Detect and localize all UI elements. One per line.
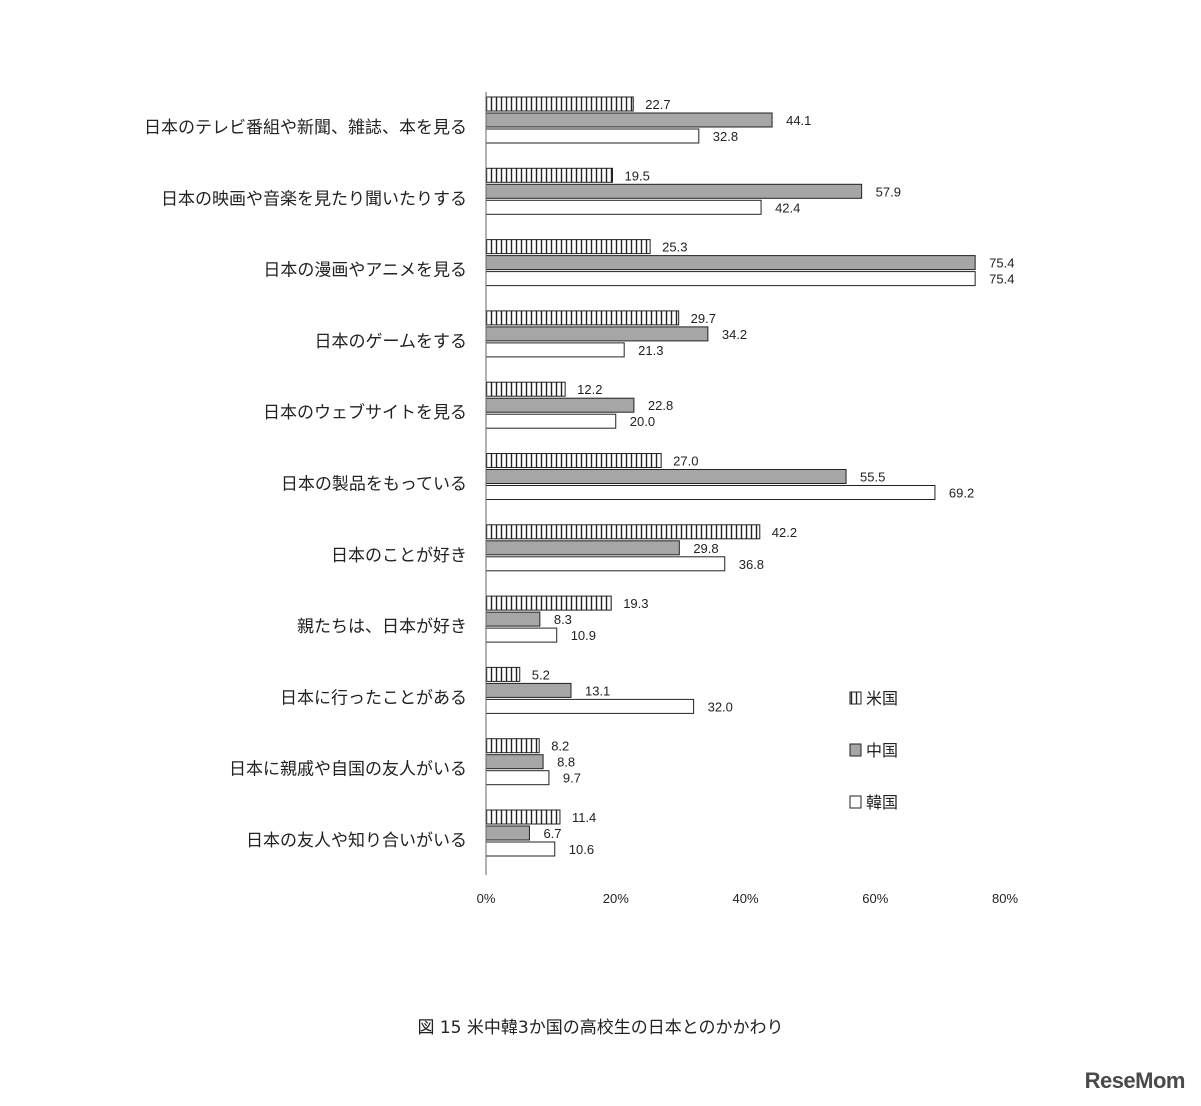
- data-label: 12.2: [577, 382, 602, 397]
- bar-米国: [485, 595, 612, 611]
- category-label: 日本の漫画やアニメを見る: [263, 261, 467, 281]
- bar-韓国: [485, 413, 617, 429]
- bar-中国: [485, 540, 680, 556]
- data-label: 9.7: [563, 771, 581, 786]
- bar-米国: [485, 524, 761, 540]
- legend-swatch: [849, 743, 862, 757]
- bar-中国: [485, 611, 541, 627]
- category-label: 日本に行ったことがある: [280, 688, 467, 708]
- data-label: 11.4: [572, 810, 596, 825]
- legend-swatch: [849, 691, 862, 705]
- bar-chart: 日本のテレビ番組や新聞、雑誌、本を見る 22.7 44.1 32.8 日本の映画や音楽を…: [144, 92, 1019, 906]
- data-label: 75.4: [989, 256, 1014, 271]
- category-label: 親たちは、日本が好き: [297, 617, 467, 637]
- bar-米国: [485, 809, 561, 825]
- data-label: 29.7: [691, 311, 716, 326]
- bar-韓国: [485, 199, 762, 215]
- data-label: 32.0: [708, 699, 733, 714]
- category-label: 日本の友人や知り合いがいる: [246, 831, 467, 851]
- data-label: 19.5: [625, 168, 650, 183]
- bar-中国: [485, 754, 544, 770]
- legend-label: 韓国: [866, 793, 898, 812]
- data-label: 25.3: [662, 240, 687, 255]
- data-label: 8.8: [557, 755, 575, 770]
- bar-中国: [485, 469, 847, 484]
- bar-韓国: [485, 770, 550, 786]
- legend-label: 中国: [866, 741, 898, 760]
- data-label: 29.8: [693, 541, 718, 556]
- data-label: 36.8: [739, 557, 764, 572]
- bar-中国: [485, 183, 863, 199]
- data-label: 6.7: [543, 826, 561, 841]
- data-label: 42.4: [775, 200, 800, 215]
- legend-swatch: [849, 795, 862, 809]
- bar-韓国: [485, 841, 556, 857]
- data-label: 5.2: [532, 667, 550, 682]
- x-tick-label: 60%: [862, 891, 888, 906]
- bar-米国: [485, 666, 521, 682]
- bar-中国: [485, 112, 773, 128]
- figure-caption: 図 15 米中韓3か国の高校生の日本とのかかわり: [417, 1018, 784, 1038]
- bar-中国: [485, 682, 572, 698]
- data-label: 19.3: [623, 596, 648, 611]
- data-label: 21.3: [638, 343, 663, 358]
- data-label: 8.3: [554, 612, 572, 627]
- category-label: 日本の映画や音楽を見たり聞いたりする: [161, 189, 467, 209]
- data-label: 42.2: [772, 525, 797, 540]
- x-tick-label: 40%: [732, 891, 758, 906]
- data-label: 32.8: [713, 129, 738, 144]
- category-label: 日本のウェブサイトを見る: [263, 402, 467, 423]
- data-label: 57.9: [876, 184, 901, 199]
- bar-中国: [485, 326, 709, 342]
- bar-米国: [485, 453, 662, 468]
- category-label: 日本のことが好き: [331, 546, 467, 566]
- x-axis-ticks: 0% 20% 40% 60% 80%: [477, 891, 1019, 906]
- x-tick-label: 0%: [477, 891, 496, 906]
- category-label: 日本のテレビ番組や新聞、雑誌、本を見る: [144, 118, 467, 138]
- data-label: 22.8: [648, 398, 673, 413]
- data-label: 55.5: [860, 470, 885, 485]
- data-label: 75.4: [989, 272, 1014, 287]
- data-label: 10.9: [571, 628, 596, 643]
- bar-中国: [485, 825, 530, 841]
- bar-米国: [485, 738, 540, 754]
- data-label: 27.0: [673, 454, 698, 469]
- bar-韓国: [485, 128, 700, 144]
- bar-韓国: [485, 485, 936, 500]
- x-tick-label: 80%: [992, 891, 1018, 906]
- category-label: 日本に親戚や自国の友人がいる: [229, 760, 467, 780]
- data-label: 69.2: [949, 486, 974, 501]
- data-label: 34.2: [722, 327, 747, 342]
- watermark-logo: ReseMom: [1084, 1068, 1186, 1093]
- data-label: 13.1: [585, 683, 610, 698]
- bar-米国: [485, 96, 634, 112]
- labels-layer: 日本のテレビ番組や新聞、雑誌、本を見る 22.7 44.1 32.8 日本の映画や音楽を…: [144, 97, 1014, 857]
- bar-米国: [485, 167, 614, 183]
- bar-中国: [485, 397, 635, 413]
- data-label: 20.0: [630, 414, 655, 429]
- bar-米国: [485, 310, 680, 326]
- category-label: 日本のゲームをする: [315, 332, 468, 352]
- bar-韓国: [485, 627, 558, 643]
- bar-韓国: [485, 342, 625, 358]
- data-label: 10.6: [569, 842, 594, 857]
- bar-韓国: [485, 556, 726, 572]
- data-label: 8.2: [551, 739, 569, 754]
- data-label: 22.7: [645, 97, 670, 112]
- bar-米国: [485, 239, 651, 255]
- bar-韓国: [485, 698, 695, 714]
- category-label: 日本の製品をもっている: [281, 475, 467, 495]
- bar-中国: [485, 255, 976, 271]
- legend-label: 米国: [866, 689, 898, 708]
- data-label: 44.1: [786, 113, 811, 128]
- x-tick-label: 20%: [603, 891, 629, 906]
- bar-米国: [485, 381, 566, 397]
- bar-韓国: [485, 271, 976, 287]
